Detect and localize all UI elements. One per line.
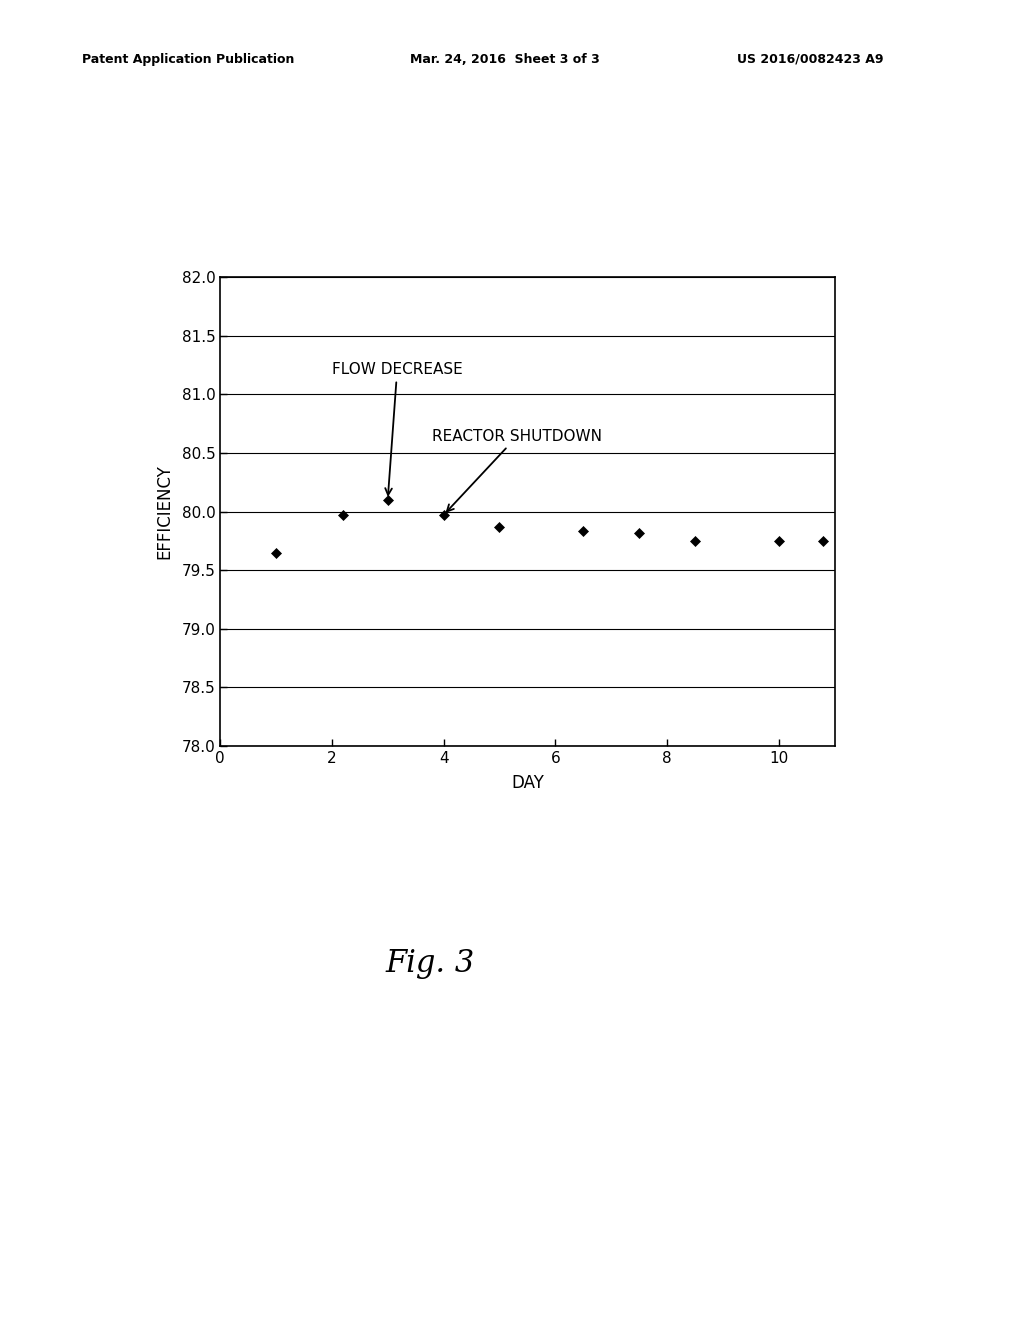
Y-axis label: EFFICIENCY: EFFICIENCY	[155, 465, 173, 558]
X-axis label: DAY: DAY	[511, 774, 544, 792]
Text: Patent Application Publication: Patent Application Publication	[82, 53, 294, 66]
Text: US 2016/0082423 A9: US 2016/0082423 A9	[737, 53, 884, 66]
Text: REACTOR SHUTDOWN: REACTOR SHUTDOWN	[432, 429, 602, 512]
Text: Fig. 3: Fig. 3	[385, 948, 475, 979]
Text: Mar. 24, 2016  Sheet 3 of 3: Mar. 24, 2016 Sheet 3 of 3	[410, 53, 599, 66]
Text: FLOW DECREASE: FLOW DECREASE	[332, 362, 463, 495]
